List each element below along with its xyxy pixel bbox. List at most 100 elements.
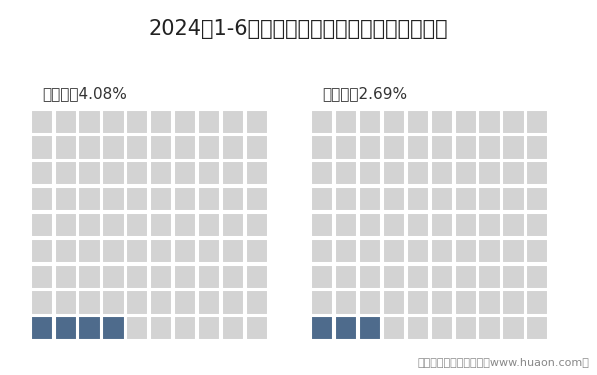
FancyBboxPatch shape bbox=[126, 265, 149, 289]
FancyBboxPatch shape bbox=[126, 316, 149, 340]
FancyBboxPatch shape bbox=[150, 110, 173, 134]
FancyBboxPatch shape bbox=[102, 265, 125, 289]
FancyBboxPatch shape bbox=[430, 265, 453, 289]
FancyBboxPatch shape bbox=[359, 110, 381, 134]
FancyBboxPatch shape bbox=[335, 135, 358, 159]
FancyBboxPatch shape bbox=[383, 291, 405, 315]
FancyBboxPatch shape bbox=[221, 291, 244, 315]
FancyBboxPatch shape bbox=[454, 265, 477, 289]
FancyBboxPatch shape bbox=[126, 291, 149, 315]
FancyBboxPatch shape bbox=[430, 213, 453, 237]
FancyBboxPatch shape bbox=[30, 135, 53, 159]
FancyBboxPatch shape bbox=[150, 161, 173, 185]
FancyBboxPatch shape bbox=[150, 135, 173, 159]
FancyBboxPatch shape bbox=[78, 135, 101, 159]
FancyBboxPatch shape bbox=[311, 291, 334, 315]
FancyBboxPatch shape bbox=[407, 110, 429, 134]
FancyBboxPatch shape bbox=[198, 291, 220, 315]
FancyBboxPatch shape bbox=[430, 161, 453, 185]
FancyBboxPatch shape bbox=[245, 135, 268, 159]
FancyBboxPatch shape bbox=[174, 316, 196, 340]
FancyBboxPatch shape bbox=[198, 316, 220, 340]
FancyBboxPatch shape bbox=[150, 187, 173, 211]
FancyBboxPatch shape bbox=[454, 187, 477, 211]
FancyBboxPatch shape bbox=[30, 187, 53, 211]
FancyBboxPatch shape bbox=[478, 239, 501, 263]
FancyBboxPatch shape bbox=[198, 265, 220, 289]
FancyBboxPatch shape bbox=[502, 291, 525, 315]
FancyBboxPatch shape bbox=[311, 213, 334, 237]
FancyBboxPatch shape bbox=[526, 213, 549, 237]
FancyBboxPatch shape bbox=[30, 213, 53, 237]
FancyBboxPatch shape bbox=[407, 161, 429, 185]
FancyBboxPatch shape bbox=[102, 213, 125, 237]
FancyBboxPatch shape bbox=[174, 110, 196, 134]
FancyBboxPatch shape bbox=[454, 239, 477, 263]
FancyBboxPatch shape bbox=[454, 316, 477, 340]
FancyBboxPatch shape bbox=[311, 265, 334, 289]
FancyBboxPatch shape bbox=[502, 187, 525, 211]
FancyBboxPatch shape bbox=[126, 213, 149, 237]
FancyBboxPatch shape bbox=[335, 187, 358, 211]
FancyBboxPatch shape bbox=[78, 265, 101, 289]
FancyBboxPatch shape bbox=[221, 316, 244, 340]
FancyBboxPatch shape bbox=[30, 316, 53, 340]
FancyBboxPatch shape bbox=[30, 265, 53, 289]
FancyBboxPatch shape bbox=[174, 135, 196, 159]
FancyBboxPatch shape bbox=[383, 265, 405, 289]
FancyBboxPatch shape bbox=[174, 187, 196, 211]
FancyBboxPatch shape bbox=[30, 239, 53, 263]
FancyBboxPatch shape bbox=[78, 213, 101, 237]
FancyBboxPatch shape bbox=[407, 135, 429, 159]
FancyBboxPatch shape bbox=[383, 316, 405, 340]
FancyBboxPatch shape bbox=[526, 161, 549, 185]
FancyBboxPatch shape bbox=[407, 213, 429, 237]
FancyBboxPatch shape bbox=[383, 161, 405, 185]
FancyBboxPatch shape bbox=[359, 161, 381, 185]
FancyBboxPatch shape bbox=[30, 110, 53, 134]
FancyBboxPatch shape bbox=[502, 316, 525, 340]
FancyBboxPatch shape bbox=[221, 135, 244, 159]
FancyBboxPatch shape bbox=[78, 161, 101, 185]
FancyBboxPatch shape bbox=[54, 161, 77, 185]
FancyBboxPatch shape bbox=[30, 161, 53, 185]
FancyBboxPatch shape bbox=[526, 110, 549, 134]
FancyBboxPatch shape bbox=[478, 265, 501, 289]
FancyBboxPatch shape bbox=[407, 265, 429, 289]
FancyBboxPatch shape bbox=[502, 239, 525, 263]
FancyBboxPatch shape bbox=[478, 110, 501, 134]
FancyBboxPatch shape bbox=[126, 161, 149, 185]
FancyBboxPatch shape bbox=[221, 161, 244, 185]
FancyBboxPatch shape bbox=[221, 213, 244, 237]
FancyBboxPatch shape bbox=[78, 316, 101, 340]
FancyBboxPatch shape bbox=[359, 187, 381, 211]
FancyBboxPatch shape bbox=[526, 187, 549, 211]
FancyBboxPatch shape bbox=[478, 291, 501, 315]
FancyBboxPatch shape bbox=[78, 187, 101, 211]
FancyBboxPatch shape bbox=[383, 187, 405, 211]
FancyBboxPatch shape bbox=[478, 187, 501, 211]
FancyBboxPatch shape bbox=[150, 239, 173, 263]
FancyBboxPatch shape bbox=[311, 161, 334, 185]
FancyBboxPatch shape bbox=[174, 161, 196, 185]
FancyBboxPatch shape bbox=[126, 239, 149, 263]
FancyBboxPatch shape bbox=[102, 161, 125, 185]
FancyBboxPatch shape bbox=[478, 316, 501, 340]
FancyBboxPatch shape bbox=[245, 161, 268, 185]
FancyBboxPatch shape bbox=[383, 110, 405, 134]
FancyBboxPatch shape bbox=[430, 135, 453, 159]
FancyBboxPatch shape bbox=[454, 291, 477, 315]
FancyBboxPatch shape bbox=[454, 161, 477, 185]
FancyBboxPatch shape bbox=[102, 239, 125, 263]
FancyBboxPatch shape bbox=[335, 316, 358, 340]
FancyBboxPatch shape bbox=[198, 187, 220, 211]
FancyBboxPatch shape bbox=[54, 265, 77, 289]
FancyBboxPatch shape bbox=[221, 110, 244, 134]
FancyBboxPatch shape bbox=[221, 239, 244, 263]
FancyBboxPatch shape bbox=[335, 110, 358, 134]
FancyBboxPatch shape bbox=[78, 110, 101, 134]
FancyBboxPatch shape bbox=[430, 239, 453, 263]
FancyBboxPatch shape bbox=[54, 213, 77, 237]
FancyBboxPatch shape bbox=[359, 291, 381, 315]
FancyBboxPatch shape bbox=[174, 265, 196, 289]
